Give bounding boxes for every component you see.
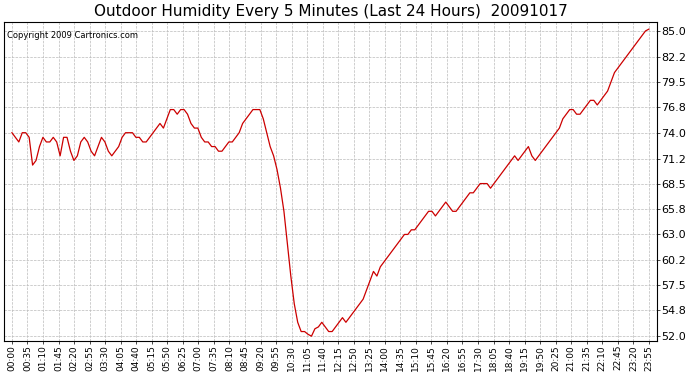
Text: Copyright 2009 Cartronics.com: Copyright 2009 Cartronics.com	[8, 31, 139, 40]
Title: Outdoor Humidity Every 5 Minutes (Last 24 Hours)  20091017: Outdoor Humidity Every 5 Minutes (Last 2…	[94, 4, 567, 19]
